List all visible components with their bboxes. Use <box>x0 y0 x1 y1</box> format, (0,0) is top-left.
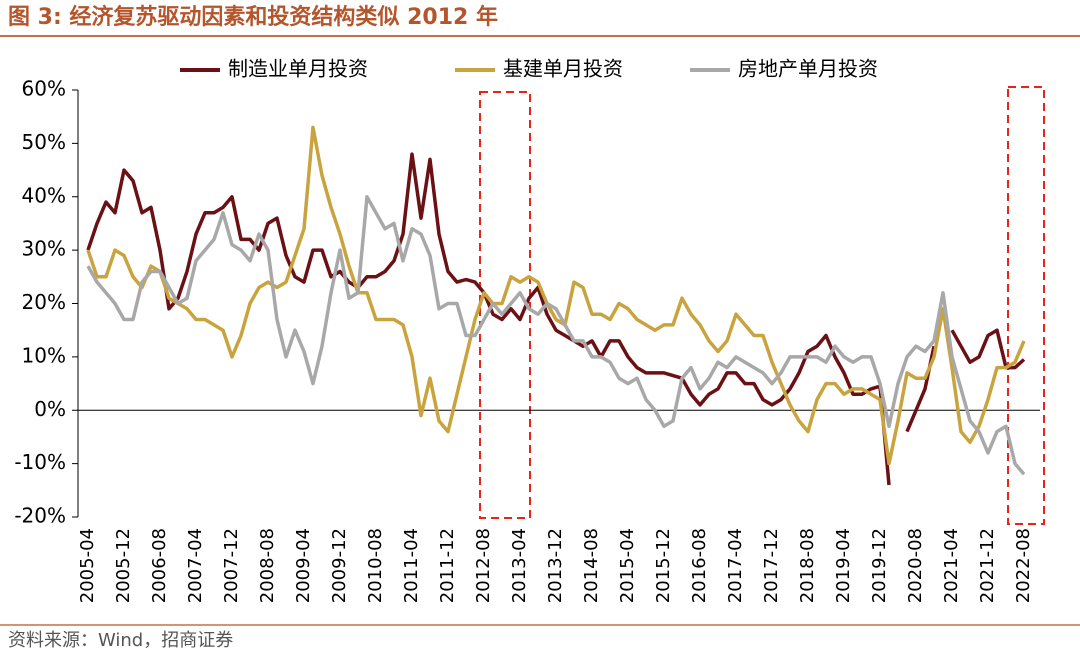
y-tick-label: 30% <box>22 237 66 261</box>
x-tick-label: 2009-12 <box>329 528 350 603</box>
x-tick-label: 2020-08 <box>905 528 926 603</box>
legend-label: 基建单月投资 <box>503 57 623 81</box>
x-tick-label: 2019-04 <box>833 528 854 603</box>
x-tick-label: 2008-08 <box>257 528 278 603</box>
y-tick-label: -20% <box>14 504 66 528</box>
y-tick-label: 10% <box>22 343 66 367</box>
x-tick-label: 2011-12 <box>437 528 458 603</box>
highlight-box <box>1007 86 1045 525</box>
legend-label: 制造业单月投资 <box>228 57 368 81</box>
x-tick-label: 2005-12 <box>113 528 134 603</box>
x-tick-label: 2017-12 <box>761 528 782 603</box>
x-tick-label: 2007-12 <box>221 528 242 603</box>
x-tick-label: 2011-04 <box>401 528 422 603</box>
x-tick-label: 2012-08 <box>473 528 494 603</box>
series-line <box>86 125 1026 466</box>
x-tick-label: 2021-12 <box>977 528 998 603</box>
x-tick-label: 2010-08 <box>365 528 386 603</box>
x-tick-label: 2017-04 <box>725 528 746 603</box>
source: 资料来源：Wind，招商证券 <box>8 630 233 651</box>
x-tick-label: 2005-04 <box>77 528 98 603</box>
chart-title: 图 3: 经济复苏驱动因素和投资结构类似 2012 年 <box>8 4 498 30</box>
x-tick-label: 2022-08 <box>1013 528 1034 603</box>
x-tick-label: 2021-04 <box>941 528 962 603</box>
x-tick-label: 2006-08 <box>149 528 170 603</box>
x-tick-label: 2007-04 <box>185 528 206 603</box>
y-tick-label: 50% <box>22 130 66 154</box>
x-tick-label: 2015-12 <box>653 528 674 603</box>
y-tick-label: 20% <box>22 290 66 314</box>
y-tick-label: 60% <box>22 77 66 101</box>
x-tick-label: 2019-12 <box>869 528 890 603</box>
y-tick-label: 40% <box>22 183 66 207</box>
x-tick-label: 2018-08 <box>797 528 818 603</box>
x-tick-label: 2016-08 <box>689 528 710 603</box>
y-tick-label: -10% <box>14 450 66 474</box>
x-tick-label: 2013-04 <box>509 528 530 603</box>
y-tick-label: 0% <box>34 397 66 421</box>
x-tick-label: 2014-08 <box>581 528 602 603</box>
x-tick-label: 2009-04 <box>293 528 314 603</box>
series-line <box>86 195 1026 476</box>
x-tick-label: 2013-12 <box>545 528 566 603</box>
x-tick-label: 2015-04 <box>617 528 638 603</box>
highlight-box <box>479 91 531 519</box>
legend-label: 房地产单月投资 <box>738 57 878 81</box>
